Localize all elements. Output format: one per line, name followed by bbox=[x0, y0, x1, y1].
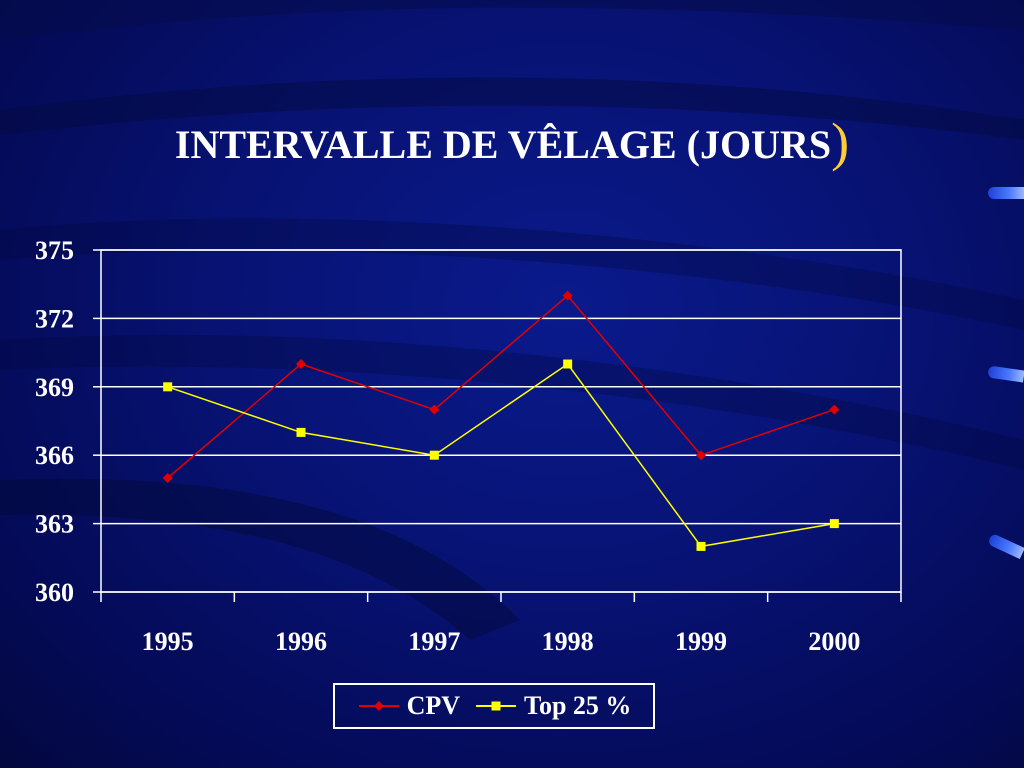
legend-swatch-top25 bbox=[476, 701, 516, 711]
x-tick-label: 1998 bbox=[542, 627, 594, 656]
legend-entry-cpv: CPV bbox=[357, 691, 460, 721]
data-point-1-2 bbox=[429, 450, 439, 460]
legend-swatch-cpv bbox=[358, 701, 399, 711]
y-tick-label: 369 bbox=[35, 373, 74, 402]
data-point-0-0 bbox=[162, 473, 173, 483]
chart-axes bbox=[93, 249, 902, 602]
x-tick-label: 1996 bbox=[275, 627, 327, 656]
data-point-0-1 bbox=[296, 359, 306, 369]
chart-legend: CPV Top 25 % bbox=[333, 683, 655, 729]
y-tick-label: 360 bbox=[35, 578, 74, 607]
legend-label-cpv: CPV bbox=[406, 691, 460, 720]
y-tick-label: 372 bbox=[35, 304, 74, 333]
data-point-0-2 bbox=[429, 404, 440, 415]
x-tick-label: 2000 bbox=[808, 627, 860, 656]
data-point-1-3 bbox=[563, 359, 573, 369]
x-tick-label: 1997 bbox=[408, 627, 460, 656]
x-axis-tick-labels: 1995 1996 1997 1998 1999 2000 bbox=[142, 627, 861, 656]
data-point-0-3 bbox=[562, 290, 573, 301]
side-decoration-mark bbox=[988, 187, 1024, 199]
slide-title-paren: ) bbox=[831, 112, 850, 172]
y-axis-tick-labels: 360 363 366 369 372 375 bbox=[35, 236, 74, 607]
data-point-1-5 bbox=[829, 519, 839, 529]
chart-gridlines bbox=[101, 249, 901, 593]
data-point-1-4 bbox=[696, 541, 706, 551]
y-tick-label: 363 bbox=[35, 510, 74, 539]
y-tick-label: 375 bbox=[35, 236, 74, 265]
x-tick-label: 1995 bbox=[142, 627, 194, 656]
series-line-0 bbox=[167, 294, 835, 479]
slide-title: INTERVALLE DE VÊLAGE (JOURS) bbox=[0, 112, 1024, 175]
chart-series bbox=[162, 290, 840, 551]
legend-entry-top25: Top 25 % bbox=[474, 691, 631, 721]
slide-title-text: INTERVALLE DE VÊLAGE (JOURS bbox=[174, 122, 832, 167]
data-point-1-1 bbox=[296, 427, 306, 437]
data-point-0-5 bbox=[829, 404, 840, 415]
plot-area-border bbox=[100, 249, 902, 593]
data-point-0-4 bbox=[696, 450, 706, 461]
data-point-1-0 bbox=[163, 382, 173, 392]
x-tick-label: 1999 bbox=[675, 627, 727, 656]
y-tick-label: 366 bbox=[35, 441, 74, 470]
legend-label-top25: Top 25 % bbox=[524, 691, 632, 720]
series-line-1 bbox=[167, 362, 835, 548]
